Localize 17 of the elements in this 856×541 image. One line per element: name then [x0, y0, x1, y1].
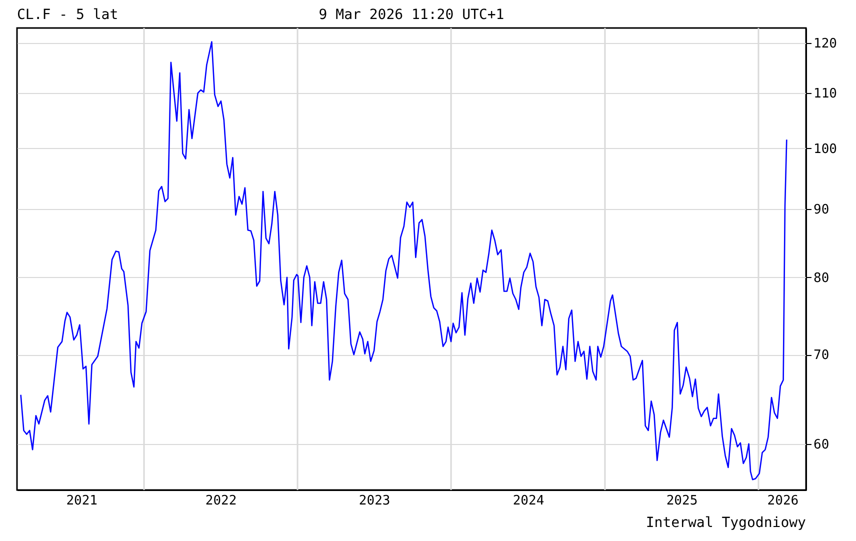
x-tick-label: 2021 — [66, 494, 98, 508]
x-tick-label: 2026 — [767, 494, 799, 508]
y-tick-label: 70 — [814, 348, 830, 364]
x-tick-label: 2024 — [512, 494, 544, 508]
y-tick-label: 80 — [814, 270, 830, 286]
x-tick-label: 2022 — [205, 494, 237, 508]
x-tick-label: 2025 — [666, 494, 698, 508]
line-series — [20, 41, 788, 480]
chart-title: CL.F - 5 lat — [17, 7, 118, 23]
y-tick-label: 60 — [814, 437, 830, 452]
y-tick-label: 100 — [814, 142, 837, 157]
text: Interwal Tygodniowy — [646, 515, 806, 531]
y-tick-label: 90 — [814, 202, 830, 218]
y-tick-label: 110 — [814, 86, 837, 102]
y-tick-label: 120 — [814, 36, 837, 52]
x-tick-label: 2023 — [358, 494, 390, 508]
chart-subtitle: 9 Mar 2026 11:20 UTC+1 — [318, 7, 504, 23]
